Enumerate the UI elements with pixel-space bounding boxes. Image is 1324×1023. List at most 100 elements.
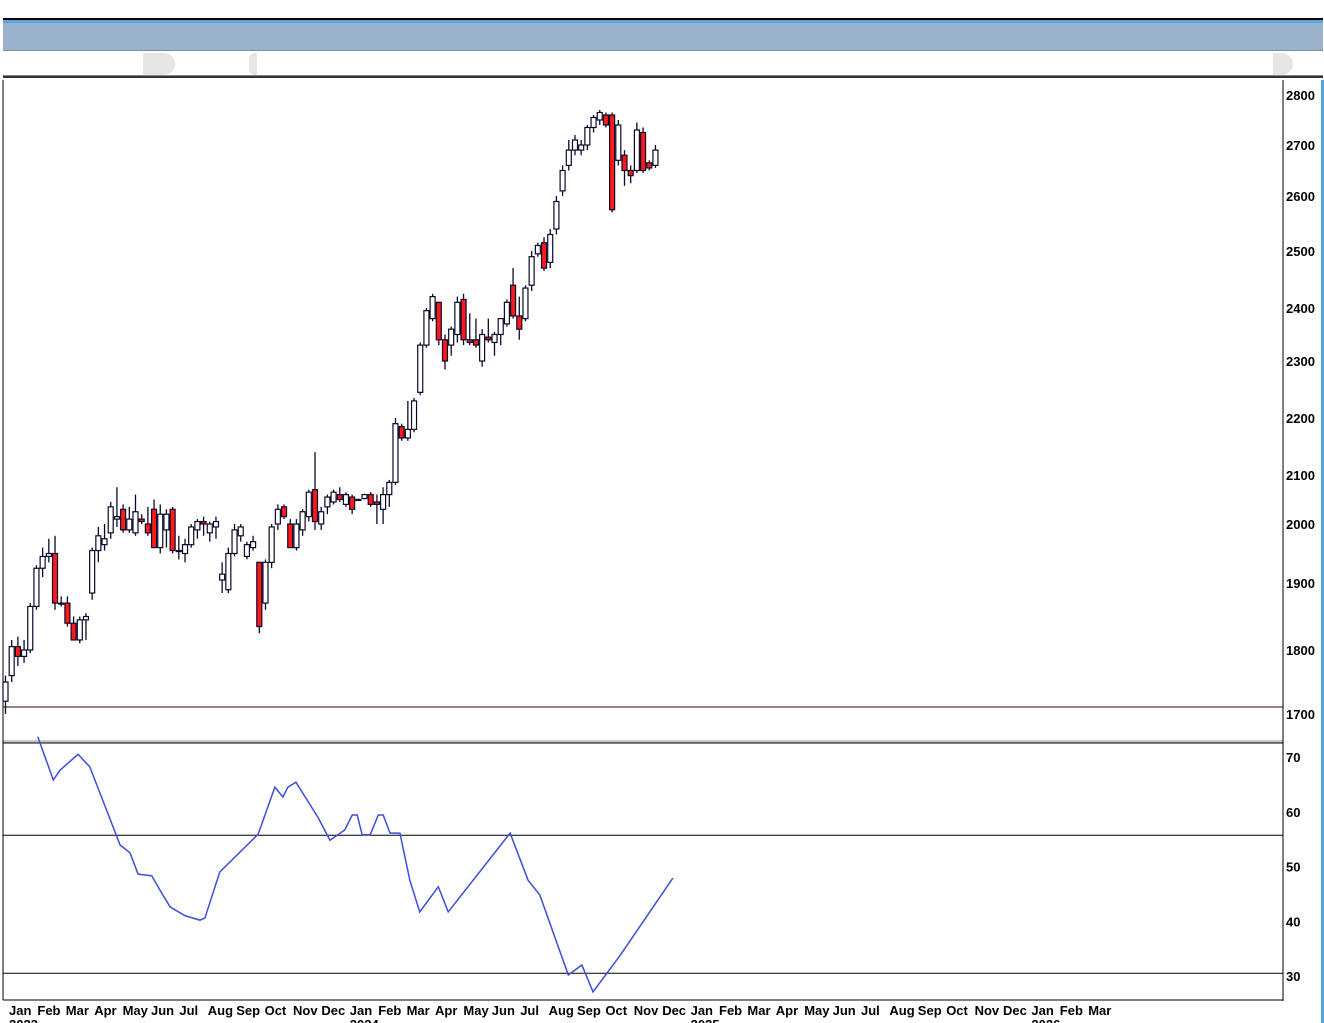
candle — [163, 509, 170, 548]
candle — [194, 519, 201, 539]
toolbar-tab-shape[interactable] — [1273, 53, 1293, 75]
candle-body — [355, 498, 362, 502]
candle — [547, 229, 554, 269]
candle-body — [274, 508, 281, 525]
month-label: Jan — [9, 1003, 31, 1018]
candle-body — [404, 428, 411, 439]
candle — [212, 516, 220, 539]
candle-body — [293, 523, 300, 549]
candle-body — [540, 242, 548, 269]
candle — [386, 479, 393, 507]
toolbar-tab-shape[interactable] — [249, 53, 257, 75]
candle — [200, 516, 207, 536]
candle-body — [379, 494, 387, 510]
candle-body — [212, 520, 220, 528]
candle-body — [367, 494, 374, 506]
candle — [126, 506, 133, 533]
candle — [615, 120, 622, 166]
candle-body — [534, 244, 541, 255]
candle-body — [287, 523, 294, 549]
candle-body — [472, 339, 480, 346]
candle-body — [398, 425, 405, 439]
candle — [355, 498, 362, 502]
oscillator-tick-label: 30 — [1286, 969, 1300, 984]
candle — [237, 524, 244, 542]
candle — [175, 535, 182, 560]
candle-body — [602, 114, 610, 126]
candle — [472, 318, 480, 348]
candle — [479, 329, 486, 367]
candle-body — [386, 481, 393, 496]
candle — [330, 489, 337, 505]
candle — [367, 492, 374, 507]
month-label: Dec — [321, 1003, 345, 1018]
candle-body — [188, 526, 195, 546]
candle — [33, 565, 40, 610]
candle-body — [262, 561, 269, 604]
month-label: Aug — [549, 1003, 574, 1018]
candle-body — [206, 523, 213, 534]
candle — [497, 318, 504, 346]
month-label: Mar — [66, 1003, 89, 1018]
year-label: 2024 — [350, 1017, 380, 1023]
candle — [404, 400, 411, 441]
price-tick-label: 2600 — [1286, 189, 1315, 204]
candle — [565, 140, 572, 171]
window-accent-line — [3, 20, 1323, 23]
candle-body — [250, 541, 257, 549]
candle-body — [485, 336, 492, 341]
month-label: Mar — [747, 1003, 770, 1018]
candle — [516, 296, 523, 340]
candle-body — [132, 511, 139, 534]
candle-body — [219, 573, 226, 581]
month-label: Jan — [350, 1003, 372, 1018]
candle-body — [571, 139, 579, 151]
candle — [559, 165, 566, 196]
candle-body — [311, 489, 319, 523]
candle-body — [646, 162, 653, 169]
candle-body — [120, 508, 127, 531]
candle-body — [441, 339, 449, 362]
candle-body — [491, 333, 498, 344]
toolbar-tab-shape[interactable] — [143, 53, 175, 75]
oscillator-tick-label: 70 — [1286, 750, 1300, 765]
candle — [113, 487, 121, 527]
candle — [27, 603, 34, 654]
candle-body — [615, 124, 622, 161]
candle-body — [349, 496, 356, 510]
month-label: Jan — [1031, 1003, 1053, 1018]
candle-body — [113, 516, 121, 520]
candle — [293, 519, 300, 551]
month-label: Mar — [407, 1003, 430, 1018]
oscillator-axis: 70 60 50 40 30 — [1286, 750, 1300, 984]
month-label: Nov — [293, 1003, 318, 1018]
candle — [95, 526, 102, 563]
candle-body — [237, 526, 244, 537]
candle-body — [305, 491, 312, 518]
candle — [528, 251, 535, 291]
month-label: Jun — [492, 1003, 515, 1018]
candle-body — [621, 154, 628, 172]
month-label: Nov — [634, 1003, 659, 1018]
candle — [107, 501, 114, 539]
candle — [287, 519, 294, 549]
oscillator-tick-label: 60 — [1286, 805, 1300, 820]
candle — [101, 524, 108, 551]
candle-body — [144, 523, 151, 534]
candle-body — [479, 333, 486, 362]
candle — [627, 165, 634, 184]
candle — [441, 334, 449, 370]
candle-body — [336, 494, 343, 501]
candle-body — [107, 506, 114, 534]
toolbar-divider — [3, 76, 1323, 78]
candle-body — [448, 328, 455, 346]
candle-body — [596, 111, 603, 121]
candle-body — [181, 544, 189, 555]
candle — [596, 110, 603, 125]
month-label: Jun — [151, 1003, 174, 1018]
month-label: Feb — [37, 1003, 60, 1018]
candle-body — [633, 129, 640, 172]
candle — [138, 514, 145, 524]
month-label: Dec — [1003, 1003, 1027, 1018]
